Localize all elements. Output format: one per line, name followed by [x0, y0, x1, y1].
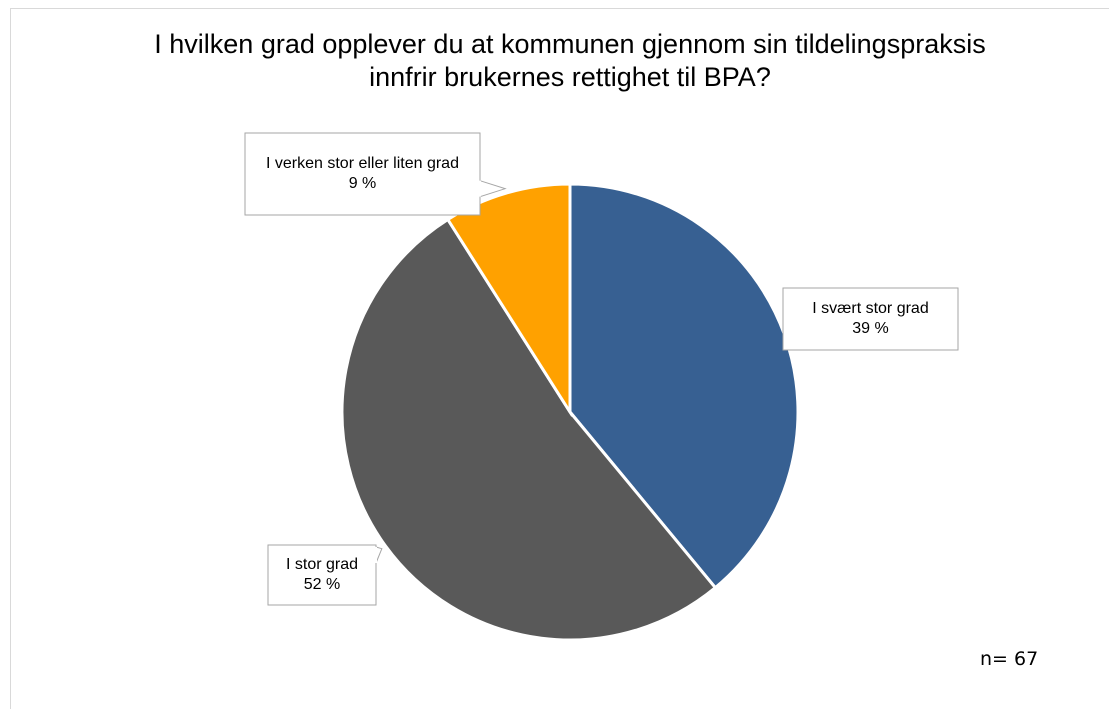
label-value: 9 %	[348, 175, 377, 192]
label-category: I svært stor grad	[812, 300, 929, 317]
label-value: 39 %	[852, 320, 889, 337]
data-label: I stor grad 52 %	[276, 545, 368, 605]
label-category: I stor grad	[285, 556, 359, 573]
frame	[10, 8, 1109, 709]
pie-slice	[340, 217, 718, 642]
label-box	[782, 287, 959, 351]
data-label: I verken stor eller liten grad 9 %	[253, 133, 472, 215]
annotation: n= 67	[980, 648, 1039, 670]
label-value: 52 %	[303, 576, 341, 593]
label-box	[244, 132, 481, 216]
data-label: I svært stor grad 39 %	[791, 288, 950, 350]
chart-title: I hvilken grad opplever du at kommunen g…	[154, 29, 986, 92]
pie-slice	[445, 182, 572, 418]
label-box	[267, 544, 377, 606]
label-category: I verken stor eller liten grad	[266, 155, 459, 172]
